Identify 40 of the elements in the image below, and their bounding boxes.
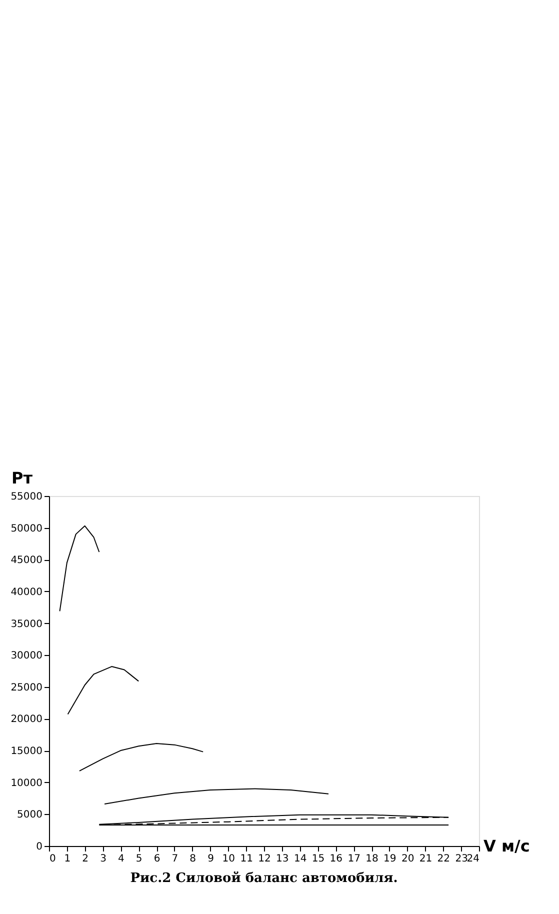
- x-tick-label: 3: [100, 854, 106, 864]
- x-tick-label: 4: [118, 854, 124, 864]
- x-tick-label: 12: [258, 854, 271, 864]
- y-tick-label: 25000: [10, 682, 42, 694]
- y-tick-label: 55000: [10, 492, 42, 502]
- x-tick-label: 0: [50, 854, 56, 864]
- x-tick-label: 16: [330, 854, 343, 864]
- x-tick-label: 19: [384, 854, 396, 864]
- text: Рис.2 Силовой баланс автомобиля.: [130, 871, 398, 886]
- x-tick-label: 11: [240, 854, 253, 864]
- y-tick-label: 45000: [10, 555, 42, 566]
- x-tick-label: 10: [222, 854, 236, 864]
- x-tick-label: 5: [136, 854, 142, 864]
- y-tick-label: 50000: [10, 523, 42, 534]
- x-tick-label: 9: [208, 854, 214, 864]
- y-tick-label: 35000: [10, 618, 42, 630]
- y-axis-title: Рт: [12, 468, 34, 488]
- x-tick-label: 1: [64, 854, 71, 864]
- x-tick-label: 14: [294, 854, 307, 864]
- y-tick-label: 15000: [10, 746, 42, 758]
- y-tick-label: 20000: [10, 714, 42, 726]
- x-tick-label: 18: [366, 854, 378, 864]
- y-tick-label: 5000: [17, 810, 42, 821]
- x-tick-label: 17: [348, 854, 360, 864]
- y-tick-label: 0: [36, 842, 42, 852]
- y-tick-label: 40000: [10, 586, 42, 598]
- x-tick-label: 2: [82, 854, 89, 864]
- x-tick-label: 21: [419, 854, 432, 864]
- x-tick-label: 23: [455, 854, 468, 864]
- x-tick-label: 15: [312, 854, 325, 864]
- y-tick-label: 10000: [10, 778, 42, 789]
- x-tick-label: 24: [466, 854, 480, 864]
- x-tick-label: 13: [276, 854, 289, 864]
- y-tick-label: 30000: [10, 650, 42, 662]
- x-tick-label: 7: [172, 854, 178, 864]
- x-tick-label: 22: [437, 854, 450, 864]
- x-tick-label: 8: [190, 854, 196, 864]
- x-tick-label: 6: [154, 854, 160, 864]
- x-tick-label: 20: [401, 854, 414, 864]
- x-axis-title: V м/с: [484, 836, 530, 856]
